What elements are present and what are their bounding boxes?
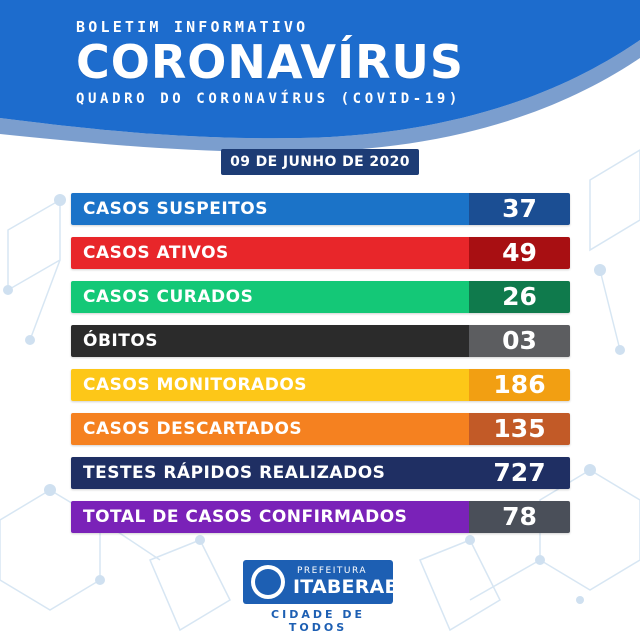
- stat-label: CASOS CURADOS: [71, 281, 469, 313]
- stat-row-casos-descartados: CASOS DESCARTADOS 135: [71, 413, 570, 445]
- date-badge: 09 DE JUNHO DE 2020: [221, 149, 419, 175]
- header-wave: [0, 0, 640, 153]
- stat-value: 03: [469, 325, 570, 357]
- stat-value: 727: [469, 457, 570, 489]
- stat-row-casos-suspeitos: CASOS SUSPEITOS 37: [71, 193, 570, 225]
- logo-prefeitura-text: PREFEITURA: [297, 566, 368, 576]
- stat-value: 135: [469, 413, 570, 445]
- stats-list: CASOS SUSPEITOS 37 CASOS ATIVOS 49 CASOS…: [71, 193, 570, 545]
- stat-row-testes-rapidos: TESTES RÁPIDOS REALIZADOS 727: [71, 457, 570, 489]
- city-slogan: CIDADE DE TODOS: [271, 608, 365, 634]
- header: BOLETIM INFORMATIVO CORONAVÍRUS QUADRO D…: [76, 18, 464, 108]
- stat-value: 78: [469, 501, 570, 533]
- stat-row-casos-curados: CASOS CURADOS 26: [71, 281, 570, 313]
- stat-row-casos-monitorados: CASOS MONITORADOS 186: [71, 369, 570, 401]
- stat-value: 26: [469, 281, 570, 313]
- stat-label: CASOS SUSPEITOS: [71, 193, 469, 225]
- page-title: CORONAVÍRUS: [76, 35, 464, 89]
- page-subtitle: QUADRO DO CORONAVÍRUS (COVID-19): [76, 91, 461, 107]
- stat-value: 186: [469, 369, 570, 401]
- prefeitura-logo: PREFEITURA ITABERABA: [243, 560, 414, 604]
- bulletin-kicker: BOLETIM INFORMATIVO: [76, 18, 309, 36]
- stat-value: 37: [469, 193, 570, 225]
- stat-row-obitos: ÓBITOS 03: [71, 325, 570, 357]
- stat-label: ÓBITOS: [71, 325, 469, 357]
- stat-label: TOTAL DE CASOS CONFIRMADOS: [71, 501, 469, 533]
- stat-value: 49: [469, 237, 570, 269]
- logo-city-name: ITABERABA: [293, 576, 415, 598]
- stat-label: TESTES RÁPIDOS REALIZADOS: [71, 457, 469, 489]
- stat-label: CASOS ATIVOS: [71, 237, 469, 269]
- stat-row-casos-ativos: CASOS ATIVOS 49: [71, 237, 570, 269]
- city-emblem-icon: [251, 565, 285, 599]
- stat-label: CASOS MONITORADOS: [71, 369, 469, 401]
- stat-row-total-confirmados: TOTAL DE CASOS CONFIRMADOS 78: [71, 501, 570, 533]
- stat-label: CASOS DESCARTADOS: [71, 413, 469, 445]
